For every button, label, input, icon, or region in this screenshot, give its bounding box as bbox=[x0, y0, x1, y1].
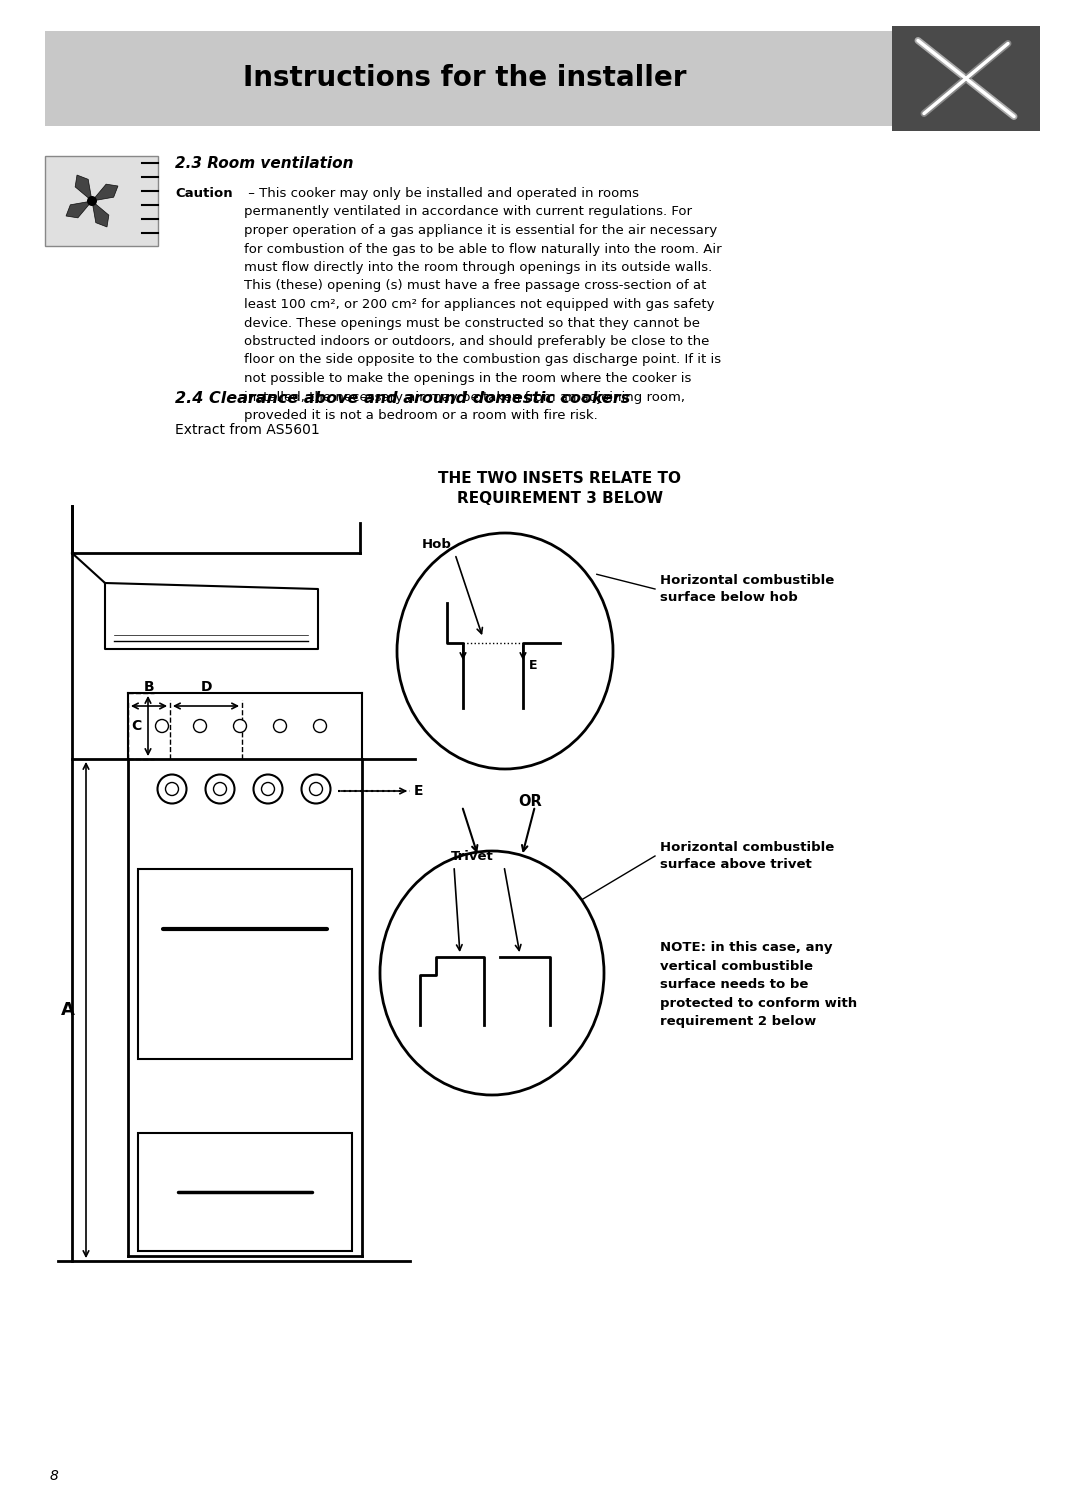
Text: OR: OR bbox=[518, 793, 542, 808]
Text: THE TWO INSETS RELATE TO
REQUIREMENT 3 BELOW: THE TWO INSETS RELATE TO REQUIREMENT 3 B… bbox=[438, 471, 681, 506]
Text: Horizontal combustible
surface below hob: Horizontal combustible surface below hob bbox=[660, 574, 834, 604]
Text: E: E bbox=[414, 784, 423, 798]
Circle shape bbox=[158, 775, 187, 804]
Circle shape bbox=[214, 783, 227, 795]
Polygon shape bbox=[92, 201, 109, 227]
Text: Hob: Hob bbox=[422, 538, 451, 552]
Text: NOTE: in this case, any
vertical combustible
surface needs to be
protected to co: NOTE: in this case, any vertical combust… bbox=[660, 941, 858, 1027]
Circle shape bbox=[233, 719, 246, 733]
Circle shape bbox=[273, 719, 286, 733]
Polygon shape bbox=[138, 869, 352, 1059]
Polygon shape bbox=[76, 175, 92, 201]
Polygon shape bbox=[66, 201, 92, 218]
Text: C: C bbox=[132, 719, 141, 733]
Text: Instructions for the installer: Instructions for the installer bbox=[243, 65, 687, 92]
Text: E: E bbox=[529, 659, 538, 671]
Polygon shape bbox=[45, 32, 892, 125]
Text: Extract from AS5601: Extract from AS5601 bbox=[175, 423, 320, 437]
Text: Trivet: Trivet bbox=[450, 851, 494, 863]
Text: – This cooker may only be installed and operated in rooms
permanently ventilated: – This cooker may only be installed and … bbox=[244, 187, 721, 422]
Text: Caution: Caution bbox=[175, 187, 232, 199]
Polygon shape bbox=[92, 184, 118, 201]
Circle shape bbox=[205, 775, 234, 804]
Ellipse shape bbox=[397, 533, 613, 769]
Text: Horizontal combustible
surface above trivet: Horizontal combustible surface above tri… bbox=[660, 842, 834, 870]
Text: A: A bbox=[62, 1000, 75, 1018]
Circle shape bbox=[87, 196, 97, 205]
Text: 2.3 Room ventilation: 2.3 Room ventilation bbox=[175, 157, 353, 172]
Text: 2.4 Clearance above and around domestic cookers: 2.4 Clearance above and around domestic … bbox=[175, 391, 631, 406]
Polygon shape bbox=[45, 156, 158, 246]
Circle shape bbox=[193, 719, 206, 733]
Polygon shape bbox=[138, 1133, 352, 1251]
Circle shape bbox=[254, 775, 283, 804]
Text: B: B bbox=[144, 680, 154, 694]
Circle shape bbox=[313, 719, 326, 733]
Circle shape bbox=[310, 783, 323, 795]
Polygon shape bbox=[892, 26, 1040, 131]
Circle shape bbox=[261, 783, 274, 795]
Text: 8: 8 bbox=[50, 1469, 59, 1482]
Circle shape bbox=[301, 775, 330, 804]
Circle shape bbox=[165, 783, 178, 795]
Text: D: D bbox=[200, 680, 212, 694]
Ellipse shape bbox=[380, 851, 604, 1095]
Circle shape bbox=[156, 719, 168, 733]
